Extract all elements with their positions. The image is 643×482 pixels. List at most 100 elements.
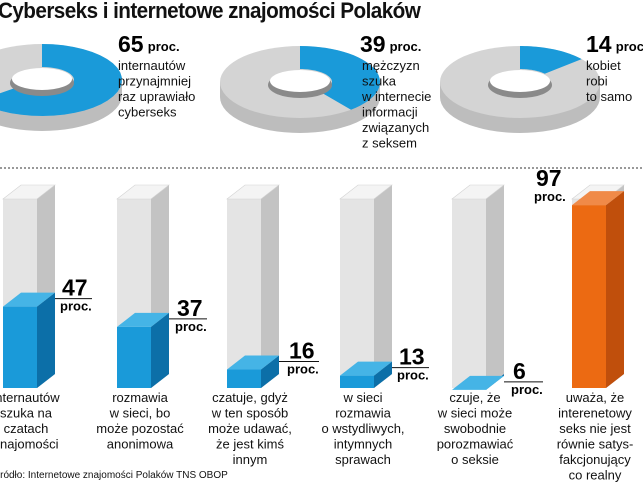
bar-unit: proc. <box>287 362 319 377</box>
donut-slice <box>0 44 122 116</box>
bar-unit: proc. <box>60 299 92 314</box>
bar-side <box>261 355 279 388</box>
donut-label-line: szuka <box>362 74 397 89</box>
bar-label-line: co realny <box>569 468 622 482</box>
bar-label-line: seks nie jest <box>559 421 631 436</box>
bar-label-line: uważa, że <box>566 390 625 405</box>
donut-value: 14 <box>586 31 612 57</box>
bar-unit: proc. <box>511 382 543 397</box>
bar-label-line: innym <box>233 452 268 467</box>
bar-label-line: w sieci <box>342 390 382 405</box>
bar-label-line: znajomości <box>0 437 59 452</box>
donut-slice <box>520 46 582 74</box>
bar-top <box>117 312 169 327</box>
bar-front <box>117 326 151 388</box>
bar-label-line: równie satys- <box>557 437 634 452</box>
bar-label-line: o seksie <box>451 452 499 467</box>
bar-top <box>3 292 55 307</box>
bar-front <box>572 205 606 388</box>
bar-unit: proc. <box>175 319 207 334</box>
bar-label-line: rozmawia <box>335 406 391 421</box>
bar-top <box>227 355 279 370</box>
column-top <box>339 184 393 200</box>
donut-label-line: z seksem <box>362 136 417 151</box>
donut-hole-top <box>12 68 72 90</box>
donut-label-line: przynajmniej <box>118 74 191 89</box>
donut-label-line: robi <box>586 74 608 89</box>
donut-label-line: raz uprawiało <box>118 89 195 104</box>
page-title: Cyberseks i internetowe znajomości Polak… <box>0 0 421 23</box>
bar-label-line: szuka na <box>0 406 53 421</box>
bar-value: 6 <box>513 358 526 384</box>
bar-label-line: w sieci, bo <box>109 406 171 421</box>
bar-front <box>340 375 374 388</box>
donut-unit: proc. <box>148 39 180 54</box>
source-note: Źródło: Internetowe znajomości Polaków T… <box>0 468 228 481</box>
bar-unit: proc. <box>397 368 429 383</box>
bar-label-line: internautów <box>0 390 60 405</box>
bar-label-line: czatuje, gdyż <box>212 390 288 405</box>
donut-label-line: związanych <box>362 120 429 135</box>
bar-label-line: że jest kimś <box>216 437 284 452</box>
donut-unit: proc. <box>616 39 643 54</box>
column-top <box>2 184 56 200</box>
bar-label-line: swobodnie <box>444 421 506 436</box>
bar-label-line: czuje, że <box>449 390 500 405</box>
column-top <box>116 184 170 200</box>
bar-label-line: w ten sposób <box>211 406 289 421</box>
bar-side <box>37 292 55 388</box>
bar-side <box>151 312 169 388</box>
column-side <box>374 185 392 388</box>
bar-top <box>340 361 392 376</box>
bar-value: 47 <box>62 275 88 301</box>
donut-slice <box>300 46 380 110</box>
bar-top <box>572 191 624 206</box>
column-side <box>486 185 504 388</box>
bar-label-line: może pozostać <box>96 421 184 436</box>
bar-value: 37 <box>177 295 203 321</box>
bar-label-line: może udawać, <box>208 421 292 436</box>
donut-hole-top <box>490 70 550 92</box>
bar-value: 97 <box>536 165 562 191</box>
donut-hole-top <box>270 70 330 92</box>
column-top <box>451 184 505 200</box>
donut-label-line: internautów <box>118 58 186 73</box>
column-side <box>261 185 279 388</box>
bar-side <box>374 361 392 388</box>
bar-label-line: interenetowy <box>558 406 632 421</box>
bar-unit: proc. <box>534 189 566 204</box>
bar-label-line: fakcjonujący <box>559 452 631 467</box>
column-front <box>452 199 486 388</box>
bar-front <box>3 306 37 388</box>
bar-label-line: intymnych <box>334 437 393 452</box>
bar-label-line: anonimowa <box>107 437 174 452</box>
bar-side <box>606 191 624 388</box>
donut-label-line: kobiet <box>586 58 621 73</box>
donut-value: 39 <box>360 31 386 57</box>
donut-value: 65 <box>118 31 144 57</box>
bar-label-line: rozmawia <box>112 390 168 405</box>
donut-label-line: to samo <box>586 89 632 104</box>
donut-label-line: mężczyzn <box>362 58 420 73</box>
donut-label-line: informacji <box>362 105 418 120</box>
bar-label-line: o wstydliwych, <box>321 421 404 436</box>
donut-label-line: w internecie <box>361 89 431 104</box>
bar-label-line: porozmawiać <box>437 437 514 452</box>
bar-label-line: w sieci może <box>437 406 512 421</box>
bar-value: 16 <box>289 338 315 364</box>
donut-unit: proc. <box>390 39 422 54</box>
bar-front <box>227 369 261 388</box>
bar-value: 13 <box>399 344 425 370</box>
